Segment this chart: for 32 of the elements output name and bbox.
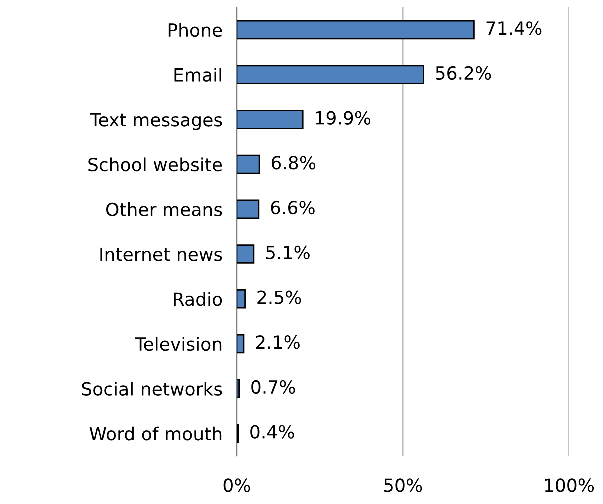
- data-label: 56.2%: [436, 66, 492, 80]
- data-label: 19.9%: [316, 111, 371, 125]
- x-tick-label: 100%: [545, 478, 594, 492]
- x-tick-label: 50%: [384, 478, 422, 492]
- y-tick-label: Email: [174, 68, 222, 82]
- y-tick-label: Word of mouth: [90, 426, 222, 441]
- bar: [236, 65, 424, 85]
- data-label: 2.5%: [258, 290, 302, 304]
- y-tick-label: Phone: [168, 23, 222, 38]
- bar: [236, 20, 475, 40]
- data-label: 0.7%: [252, 380, 296, 394]
- y-tick-label: Television: [135, 337, 222, 352]
- data-label: 6.6%: [271, 200, 315, 215]
- y-tick-label: Other means: [106, 202, 222, 217]
- x-tick-label: 0%: [224, 478, 250, 492]
- data-label: 2.1%: [256, 336, 300, 350]
- data-label: 71.4%: [486, 22, 542, 36]
- bar: [236, 289, 246, 309]
- y-tick-label: Internet news: [100, 248, 222, 262]
- bar: [236, 154, 260, 174]
- y-tick-label: Radio: [174, 292, 222, 306]
- bar: [236, 110, 304, 130]
- bar: [236, 379, 240, 398]
- bar: [236, 200, 260, 220]
- data-label: 0.4%: [250, 425, 294, 439]
- bar: [236, 334, 245, 354]
- bar: [236, 244, 255, 264]
- data-label: 6.8%: [272, 156, 316, 170]
- y-tick-label: Social networks: [82, 382, 222, 396]
- y-tick-label: School website: [88, 158, 222, 172]
- y-tick-label: Text messages: [90, 113, 222, 130]
- data-label: 5.1%: [266, 246, 310, 260]
